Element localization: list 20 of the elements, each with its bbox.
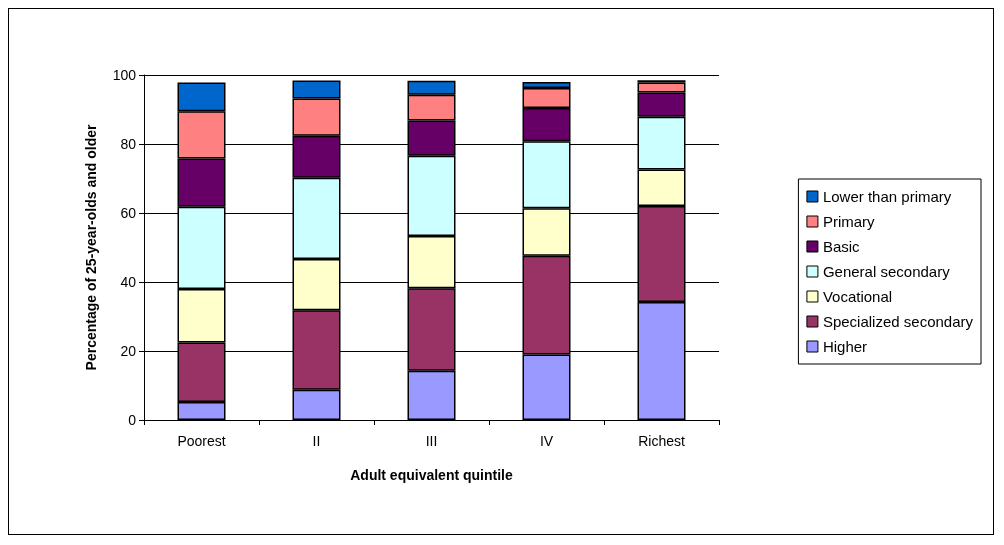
y-tick-label: 60: [120, 205, 137, 221]
legend-label: Lower than primary: [822, 188, 952, 205]
x-tick-label: Poorest: [177, 433, 226, 449]
y-tick-label: 20: [120, 343, 137, 359]
legend-label: Primary: [822, 213, 876, 230]
legend-label: Specialized secondary: [822, 313, 974, 330]
legend-label: Basic: [822, 238, 861, 255]
x-tick-label: II: [312, 433, 321, 449]
legend-label: Vocational: [822, 288, 893, 305]
legend-label: General secondary: [822, 263, 951, 280]
x-tick-label: III: [425, 433, 438, 449]
x-axis-title: Adult equivalent quintile: [350, 467, 513, 483]
y-axis-title: Percentage of 25-year-olds and older: [83, 124, 99, 371]
y-tick-label: 40: [120, 274, 137, 290]
legend-label: Higher: [822, 338, 868, 355]
y-tick-label: 0: [128, 412, 137, 428]
y-tick-label: 100: [112, 67, 137, 83]
x-tick-label: IV: [539, 433, 554, 449]
x-tick-label: Richest: [638, 433, 685, 449]
y-tick-label: 80: [120, 136, 137, 152]
